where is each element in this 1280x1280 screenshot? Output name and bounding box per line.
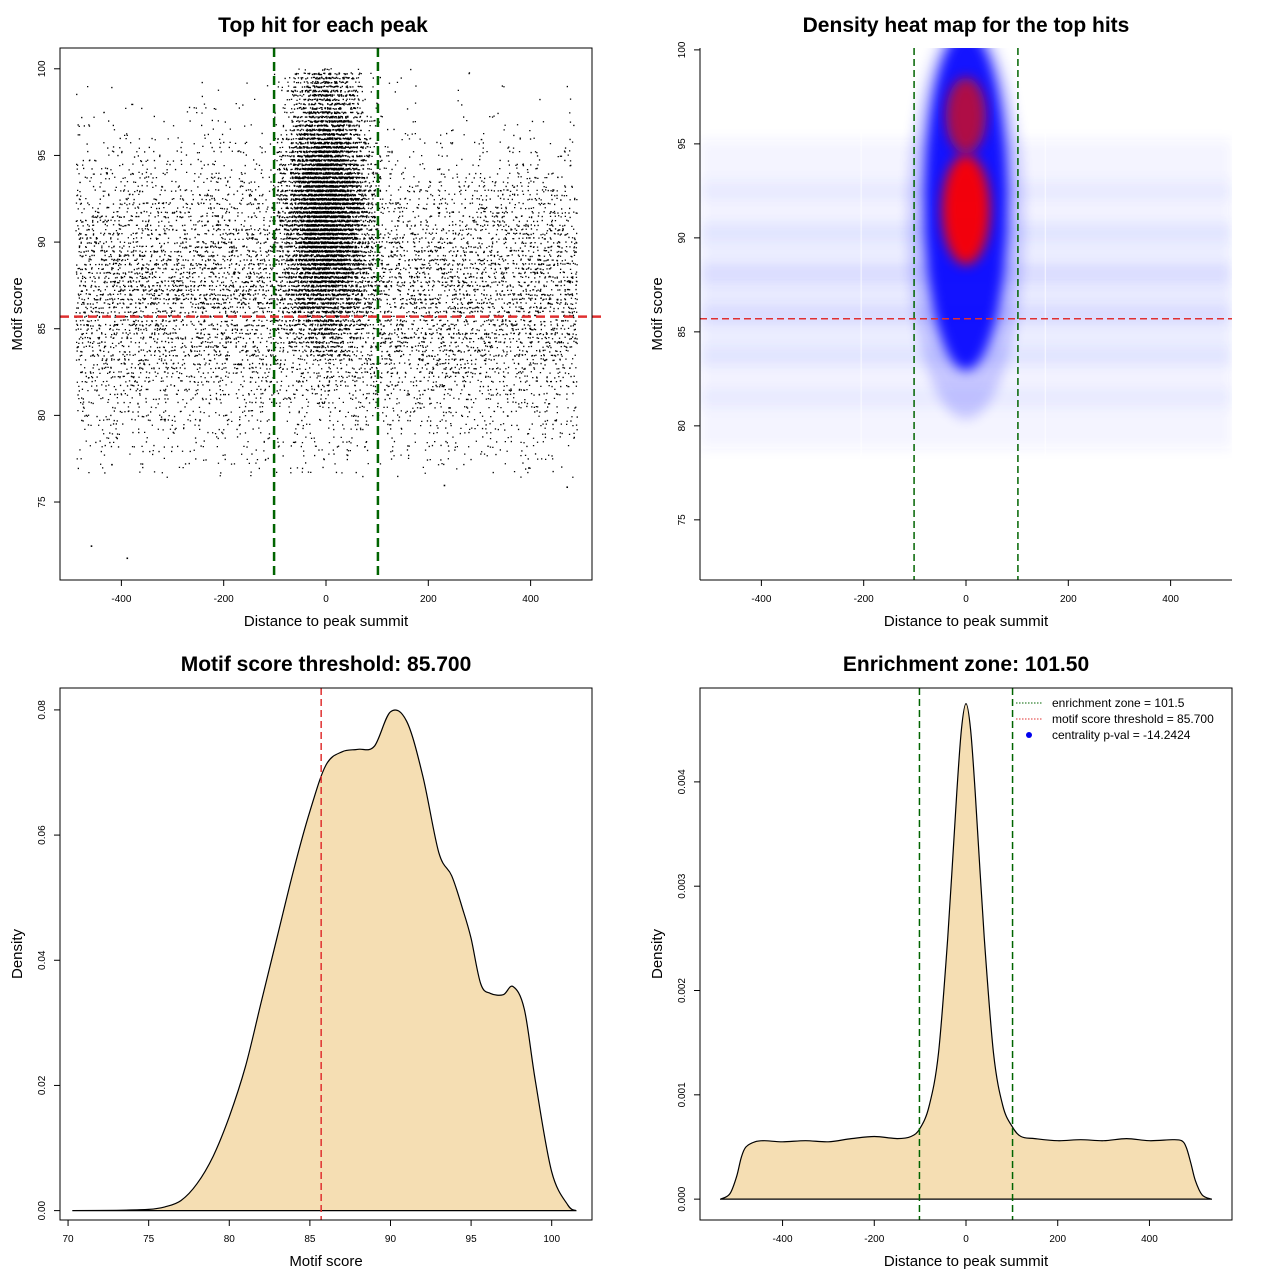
scatter-x-tick-label: 0 [323,594,329,605]
scatter-y-axis: 75 80 85 90 95 100 [37,60,61,508]
distance-density-y-axis: 0.000 0.001 0.002 0.003 0.004 [677,769,701,1212]
distance-density-panel: Enrichment zone: 101.50 -400 -200 0 200 400 … [649,653,1233,1270]
scatter-y-tick-label: 75 [37,496,48,508]
distance-density-reflines [918,688,1014,1220]
scatter-outlier-point [90,545,93,547]
heatmap-x-tick-label: 400 [1162,594,1179,605]
score-density-x-tick-label: 85 [304,1234,316,1245]
heatmap-x-axis: -400 -200 0 200 400 [700,579,1232,605]
heatmap-y-tick-label: 95 [677,138,688,150]
score-density-x-tick-label: 80 [224,1234,236,1245]
heatmap-title: Density heat map for the top hits [803,14,1130,37]
heatmap-hotspot [942,154,990,265]
score-density-xlabel: Motif score [289,1253,362,1270]
scatter-x-tick-label: 200 [420,594,437,605]
scatter-title: Top hit for each peak [218,14,428,37]
scatter-x-axis: -400 -200 0 200 400 [111,579,539,605]
distance-density-x-tick-label: 0 [963,1234,969,1245]
score-density-y-tick-label: 0.04 [37,950,48,970]
score-density-y-tick-label: 0.00 [37,1200,48,1220]
score-density-curve [72,709,577,1212]
scatter-ylabel: Motif score [9,277,26,350]
legend-centrality-label: centrality p-val = -14.2424 [1052,728,1191,742]
scatter-x-tick-label: -400 [111,594,131,605]
heatmap-y-tick-label: 85 [677,326,688,338]
score-density-x-tick-label: 100 [543,1234,560,1245]
scatter-y-tick-label: 85 [37,323,48,335]
scatter-y-tick-label: 95 [37,149,48,161]
heatmap-field [700,48,1232,580]
scatter-panel: Top hit for each peak -400 -200 0 200 400 75… [9,14,602,630]
distance-density-x-axis: -400 -200 0 200 400 [773,1219,1158,1245]
distance-density-x-tick-label: -200 [864,1234,884,1245]
heatmap-ylabel: Motif score [649,277,666,350]
heatmap-x-tick-label: -200 [854,594,874,605]
score-density-outline [72,709,577,1212]
heatmap-y-tick-label: 80 [677,420,688,432]
scatter-y-tick-label: 80 [37,409,48,421]
heatmap-x-tick-label: -400 [751,594,771,605]
score-density-y-axis: 0.00 0.02 0.04 0.06 0.08 [37,700,61,1220]
scatter-point-cloud [75,68,578,478]
distance-density-area [720,703,1212,1200]
distance-density-y-tick-label: 0.000 [677,1186,688,1211]
distance-density-y-tick-label: 0.002 [677,978,688,1003]
distance-density-x-tick-label: 200 [1049,1234,1066,1245]
distance-density-curve [720,702,1212,1200]
legend-centrality-point [1026,732,1032,738]
score-density-ylabel: Density [9,928,26,979]
scatter-frame [59,47,593,581]
distance-density-x-tick-label: -400 [773,1234,793,1245]
distance-density-xlabel: Distance to peak summit [884,1253,1049,1270]
scatter-x-tick-label: -200 [214,594,234,605]
score-density-area [72,709,576,1211]
legend-threshold-label: motif score threshold = 85.700 [1052,712,1214,726]
heatmap-x-tick-label: 0 [963,594,969,605]
scatter-xlabel: Distance to peak summit [244,613,409,630]
score-density-x-axis: 70 75 80 85 90 95 100 [62,1219,560,1245]
score-density-title: Motif score threshold: 85.700 [181,653,472,676]
score-density-y-tick-label: 0.02 [37,1075,48,1095]
heatmap-panel: Density heat map for the top hits -400 -2… [649,14,1232,630]
heatmap-y-tick-label: 75 [677,514,688,526]
score-density-panel: Motif score threshold: 85.700 70 75 80 85 90… [9,653,593,1270]
scatter-outlier-point [443,484,446,487]
scatter-outlier-point [126,557,129,560]
score-density-x-tick-label: 75 [143,1234,155,1245]
score-density-x-tick-label: 95 [466,1234,478,1245]
distance-density-outline [720,702,1212,1200]
heatmap-y-axis: 75 80 85 90 95 100 [677,41,701,580]
distance-density-y-tick-label: 0.001 [677,1082,688,1107]
heatmap-xlabel: Distance to peak summit [884,613,1049,630]
score-density-y-tick-label: 0.08 [37,700,48,720]
scatter-outlier-point [566,486,569,489]
heatmap-y-tick-label: 90 [677,232,688,244]
distance-density-y-tick-label: 0.004 [677,769,688,794]
distance-density-x-tick-label: 400 [1141,1234,1158,1245]
score-density-x-tick-label: 90 [385,1234,397,1245]
distance-density-legend: enrichment zone = 101.5 motif score thre… [1016,696,1214,742]
scatter-y-tick-label: 100 [37,60,48,77]
scatter-reflines [60,48,602,580]
heatmap-x-tick-label: 200 [1060,594,1077,605]
scatter-y-tick-label: 90 [37,236,48,248]
scatter-x-tick-label: 400 [522,594,539,605]
distance-density-title: Enrichment zone: 101.50 [843,653,1089,676]
legend-enrichment-label: enrichment zone = 101.5 [1052,696,1185,710]
score-density-y-tick-label: 0.06 [37,825,48,845]
scatter-outlier-point [111,463,113,466]
heatmap-y-tick-label: 100 [677,41,688,58]
heatmap-reflines [700,48,1232,580]
score-density-x-tick-label: 70 [62,1234,74,1245]
distance-density-y-tick-label: 0.003 [677,873,688,898]
scatter-points [75,68,578,560]
distance-density-ylabel: Density [649,928,666,979]
heatmap-upper-core [946,77,986,154]
